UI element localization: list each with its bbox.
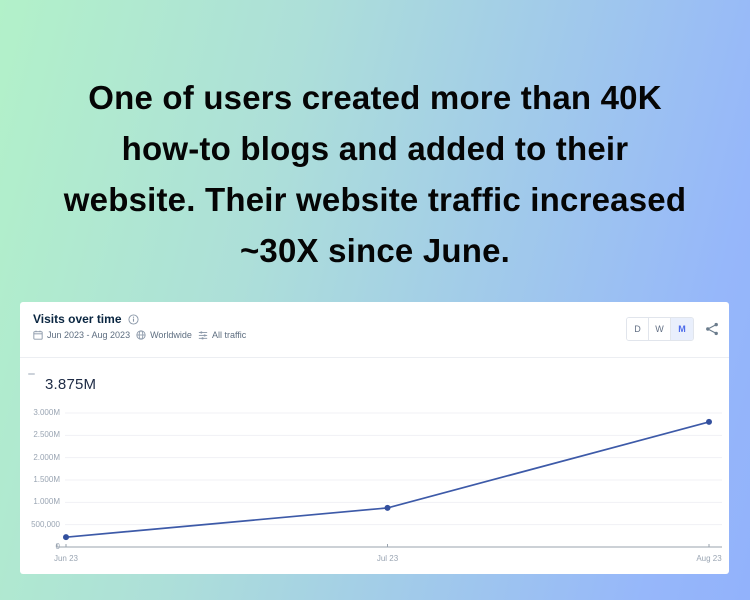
granularity-week-button[interactable]: W (649, 318, 671, 340)
globe-icon (136, 330, 146, 340)
header-divider (20, 357, 729, 358)
widget-header: Visits over time (20, 302, 729, 357)
info-icon[interactable] (127, 313, 139, 325)
granularity-month-button[interactable]: M (671, 318, 693, 340)
data-point[interactable] (384, 504, 391, 511)
visits-over-time-widget: Visits over time (20, 302, 729, 574)
headline-line-3: website. Their website traffic increased (63, 181, 687, 218)
region-filter[interactable]: Worldwide (136, 330, 192, 340)
x-axis-label: Jun 23 (53, 554, 79, 563)
y-axis-label: 3.000M (33, 408, 60, 417)
y-axis-label: 2.000M (33, 452, 60, 462)
y-axis-label: 1.500M (33, 475, 60, 484)
granularity-day-button[interactable]: D (627, 318, 649, 340)
date-range-filter[interactable]: Jun 2023 - Aug 2023 (33, 330, 130, 340)
headline: One of users created more than 40K how-t… (0, 72, 750, 276)
headline-line-4: ~30X since June. (239, 232, 511, 269)
data-point[interactable] (63, 534, 69, 541)
traffic-filter[interactable]: All traffic (198, 330, 246, 340)
share-icon[interactable] (705, 322, 719, 336)
y-axis-label: 500,000 (31, 519, 60, 529)
y-axis-label: 2.500M (33, 430, 60, 440)
y-axis-label: 0 (55, 542, 60, 551)
x-axis-label: Jul 23 (376, 554, 399, 563)
widget-title: Visits over time (33, 312, 122, 326)
traffic-icon (198, 330, 208, 340)
total-visits-value: 3.875M (45, 376, 97, 393)
headline-line-1: One of users created more than 40K (88, 79, 662, 116)
data-point[interactable] (706, 418, 712, 425)
date-range-label: Jun 2023 - Aug 2023 (47, 330, 131, 340)
widget-filters: Jun 2023 - Aug 2023 Worldwide (33, 330, 246, 340)
region-label: Worldwide (150, 330, 192, 340)
calendar-icon (33, 330, 43, 340)
y-axis-label: 1.000M (33, 497, 60, 507)
granularity-toggle: D W M (626, 317, 694, 341)
widget-controls: D W M (626, 317, 719, 341)
legend-dash (28, 373, 35, 375)
traffic-label: All traffic (211, 330, 247, 340)
headline-line-2: how-to blogs and added to their (121, 130, 629, 167)
x-axis-label: Aug 23 (696, 554, 722, 563)
visits-series-line (65, 421, 710, 539)
